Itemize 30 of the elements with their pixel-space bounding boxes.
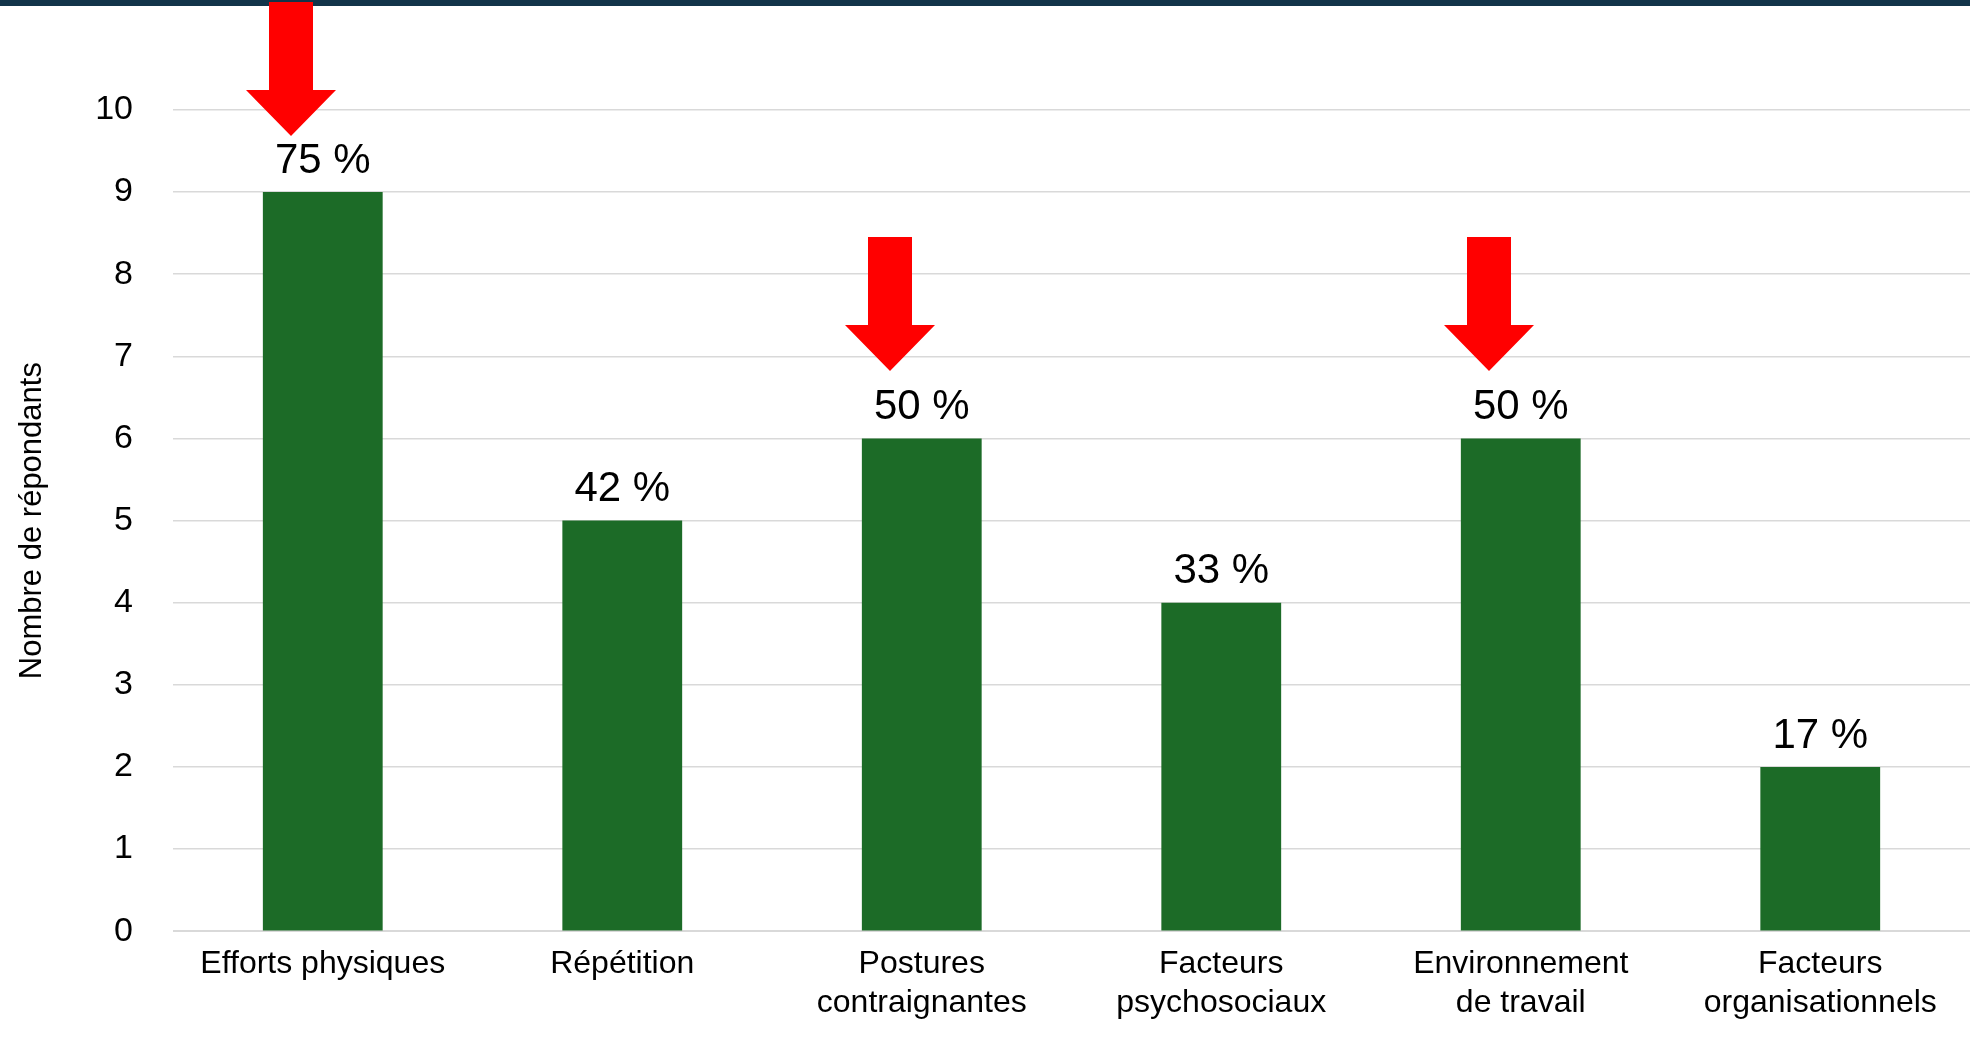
annotation: 50 % — [873, 381, 970, 429]
y-tick-label: 2 — [114, 745, 134, 784]
y-axis-title: Nombre de répondants — [13, 362, 49, 680]
bar — [562, 520, 683, 931]
x-tick-label: Facteurs psychosociaux — [1116, 944, 1327, 1019]
bar — [1760, 766, 1881, 931]
y-tick-label: 1 — [114, 827, 134, 866]
y-tick-label: 5 — [114, 498, 134, 537]
y-tick-label: 4 — [114, 581, 134, 620]
annotation: 33 % — [1173, 545, 1270, 593]
y-tick-label: 7 — [114, 334, 134, 373]
y-tick-label: 3 — [114, 663, 134, 702]
annotation: 50 % — [1472, 381, 1569, 429]
y-tick-label: 9 — [114, 170, 134, 209]
annotation: 17 % — [1772, 709, 1869, 757]
annotation: 42 % — [574, 463, 671, 511]
bar — [1460, 438, 1581, 931]
y-tick-label: 6 — [114, 416, 134, 455]
y-tick-label: 0 — [114, 909, 134, 948]
x-tick-label: Environnement de travail — [1413, 944, 1629, 1019]
x-tick-label: Facteurs organisationnels — [1703, 944, 1937, 1019]
y-tick-label: 10 — [95, 88, 134, 127]
x-tick-label: Efforts physiques — [200, 944, 446, 981]
x-tick-label: Postures contraignantes — [816, 944, 1027, 1019]
y-tick-label: 8 — [114, 252, 134, 291]
bar — [262, 192, 383, 931]
annotation: 75 % — [274, 134, 371, 182]
bar — [1161, 602, 1282, 931]
x-tick-label: Répétition — [550, 944, 695, 981]
bar — [861, 438, 982, 931]
